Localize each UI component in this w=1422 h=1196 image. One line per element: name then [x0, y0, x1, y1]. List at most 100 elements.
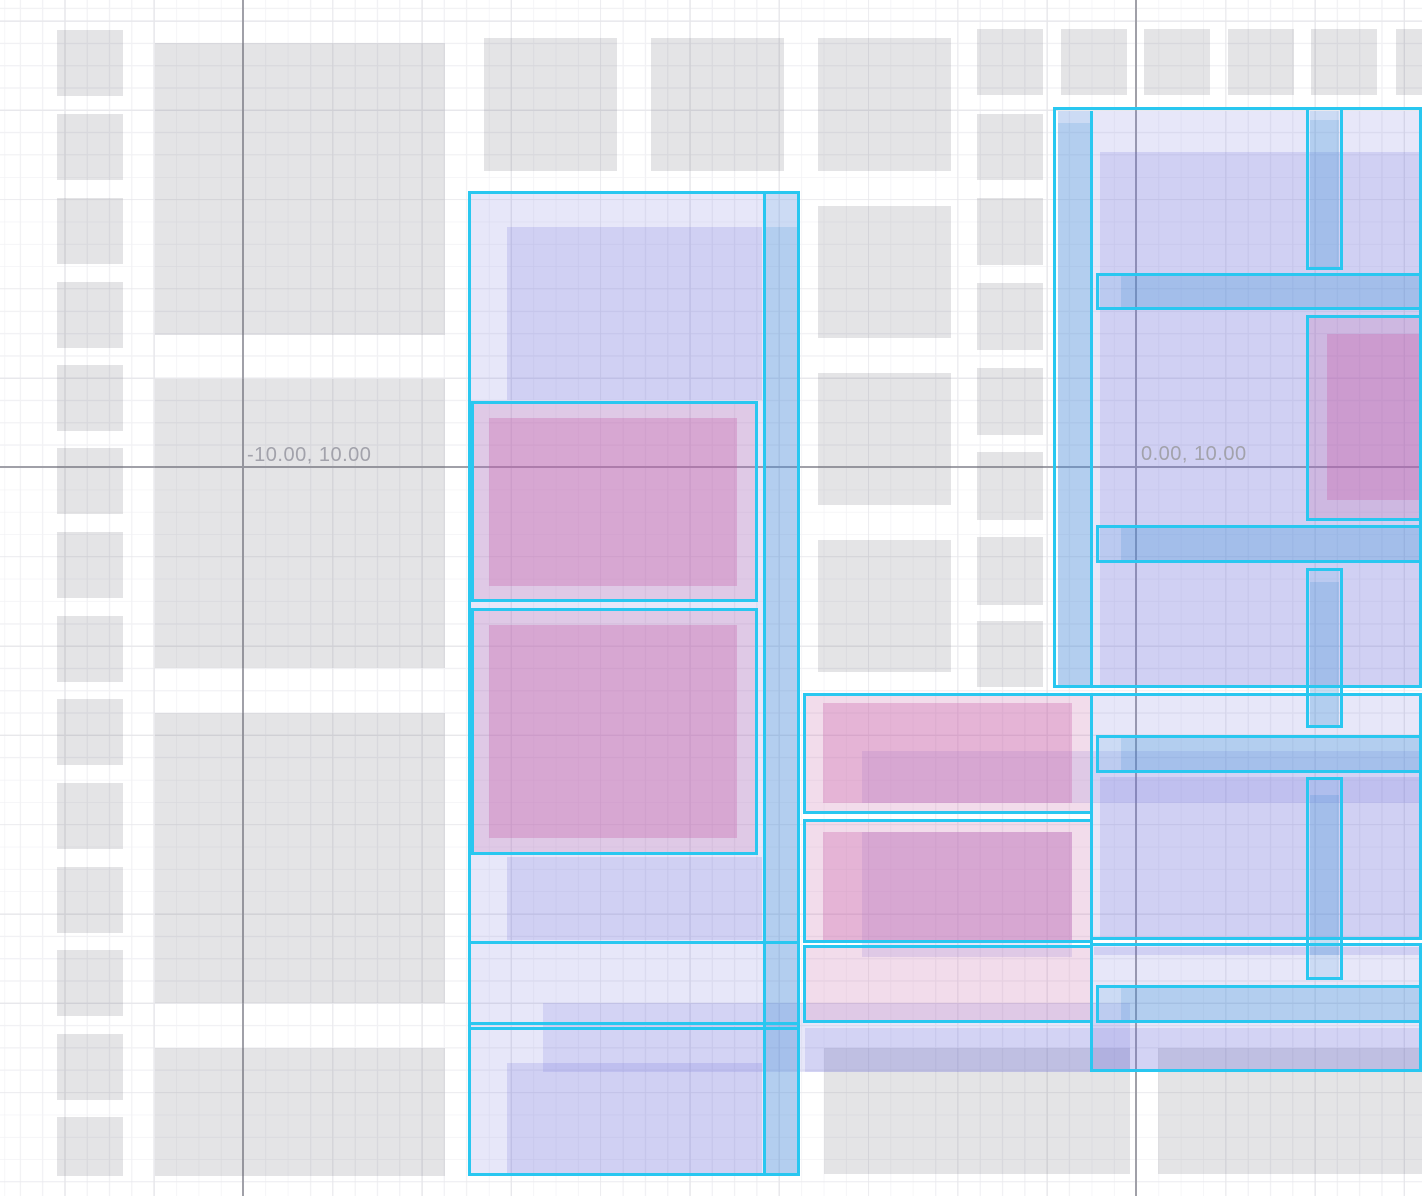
via-bar-fill: [1310, 120, 1339, 267]
cell-block[interactable]: [57, 1034, 123, 1100]
selection-outline-rail-h4[interactable]: [1096, 985, 1422, 1023]
selection-outline-via-bar-2[interactable]: [1306, 568, 1343, 728]
selection-outline-rail-h3[interactable]: [1096, 735, 1422, 773]
rail-h1-fill: [1121, 276, 1419, 307]
pink-cell-2-inner: [489, 625, 737, 838]
region-right-bottom-fill: [1090, 943, 1422, 1072]
selected-group-left-inner-top: [507, 227, 762, 400]
rail-h3-fill: [1121, 738, 1419, 770]
selection-outline-pink-cell-3[interactable]: [803, 693, 1093, 814]
cell-block[interactable]: [57, 1117, 123, 1176]
macro-block[interactable]: [818, 38, 951, 171]
grid-major-line-v-neg10: [242, 0, 244, 1196]
cell-block[interactable]: [1144, 29, 1210, 95]
selected-group-right-inner: [1100, 152, 1422, 685]
power-rail-left-cap: [1058, 111, 1090, 123]
cell-block[interactable]: [57, 448, 123, 514]
cell-block[interactable]: [57, 950, 123, 1016]
power-rail-left-fill: [1058, 123, 1090, 685]
cell-block[interactable]: [1061, 29, 1127, 95]
cell-block[interactable]: [57, 783, 123, 849]
macro-block[interactable]: [155, 379, 445, 668]
rail-h2-fill: [1121, 528, 1419, 560]
macro-block[interactable]: [818, 373, 951, 505]
selection-outline-bottom-cell[interactable]: [468, 1027, 800, 1176]
pink-cell-6-inner: [1327, 334, 1422, 500]
selection-outline-region-lower[interactable]: [1090, 693, 1422, 940]
pink-cell-1-inner: [489, 418, 737, 586]
cell-block[interactable]: [1396, 29, 1422, 95]
selection-outline-via-bar-1[interactable]: [1306, 107, 1343, 270]
cell-block[interactable]: [57, 114, 123, 180]
via-bar-cap: [1310, 955, 1339, 977]
cell-block[interactable]: [57, 365, 123, 431]
selected-group-left-fill: [468, 191, 800, 1176]
selected-group-left-inner-mid: [507, 857, 762, 940]
pink-cell-1-fill: [471, 401, 758, 602]
cell-block[interactable]: [1311, 29, 1377, 95]
macro-block[interactable]: [155, 43, 445, 335]
cell-block[interactable]: [57, 282, 123, 348]
cell-block[interactable]: [977, 537, 1043, 605]
selection-outline-rail-h2[interactable]: [1096, 525, 1422, 563]
macro-block[interactable]: [155, 713, 445, 1003]
lavender-band-bottom-a: [543, 1003, 1130, 1072]
coordinate-label: -10.00, 10.00: [247, 444, 372, 466]
pink-cell-6-fill: [1306, 315, 1422, 521]
cell-block[interactable]: [57, 699, 123, 765]
cell-block[interactable]: [1228, 29, 1294, 95]
selection-outline-rail-h1[interactable]: [1096, 273, 1422, 310]
macro-block[interactable]: [651, 38, 784, 171]
macro-block[interactable]: [484, 38, 617, 171]
selection-outline-pink-cell-6[interactable]: [1306, 315, 1422, 521]
selection-outline-row-band[interactable]: [468, 941, 800, 1025]
cell-block[interactable]: [57, 616, 123, 682]
rail-h4-cap: [1099, 988, 1121, 1020]
selection-outline-pink-cell-1[interactable]: [471, 401, 758, 602]
pink-cell-4-fill: [803, 819, 1093, 943]
pink-cell-4-inner: [823, 832, 1072, 943]
macro-block[interactable]: [818, 540, 951, 672]
selected-group-right-fill: [1058, 111, 1422, 685]
cell-block[interactable]: [977, 114, 1043, 180]
cell-block[interactable]: [977, 283, 1043, 350]
via-bar-fill: [1310, 795, 1339, 955]
via-bar-cap: [1310, 111, 1339, 120]
lavender-band-bottom-b: [805, 1028, 1422, 1072]
region-right-bottom-band: [1094, 947, 1422, 955]
power-rail-left-edge: [1090, 111, 1093, 685]
cell-block[interactable]: [977, 29, 1043, 95]
coordinate-label: 0.00, 10.00: [1141, 443, 1247, 465]
power-rail-vertical-fill: [766, 227, 797, 1176]
rail-h4-fill: [1121, 988, 1419, 1020]
cell-block[interactable]: [977, 452, 1043, 520]
cell-block[interactable]: [57, 532, 123, 598]
via-bar-cap: [1310, 780, 1339, 795]
cell-block[interactable]: [977, 198, 1043, 265]
selection-outline-pink-cell-2[interactable]: [471, 608, 758, 855]
grid-major-line-h-10: [0, 466, 1422, 468]
lavender-band-mid-2: [862, 832, 1072, 957]
selection-outline-pink-cell-5[interactable]: [803, 945, 1093, 1023]
selected-group-left-inner-bottom: [507, 1063, 762, 1176]
pink-cell-3-fill: [803, 693, 1093, 814]
cell-block[interactable]: [977, 621, 1043, 687]
pink-cell-2-fill: [471, 608, 758, 855]
power-rail-vertical-edge: [763, 191, 766, 1176]
cell-block[interactable]: [57, 30, 123, 96]
pink-cell-3-inner: [823, 703, 1072, 803]
macro-block[interactable]: [824, 1048, 1130, 1174]
selection-outline-pink-cell-4[interactable]: [803, 819, 1093, 943]
selection-outline-via-bar-3[interactable]: [1306, 777, 1343, 980]
pink-cell-5-fill: [803, 945, 1093, 1023]
macro-block[interactable]: [818, 206, 951, 338]
cell-block[interactable]: [57, 867, 123, 933]
rail-h2-cap: [1099, 528, 1121, 560]
macro-block[interactable]: [155, 1048, 445, 1176]
cell-block[interactable]: [977, 368, 1043, 435]
rail-h3-cap: [1099, 738, 1121, 770]
region-right-lower-fill: [1090, 693, 1422, 940]
grid-major-line-v-0: [1135, 0, 1137, 1196]
cell-block[interactable]: [57, 198, 123, 264]
